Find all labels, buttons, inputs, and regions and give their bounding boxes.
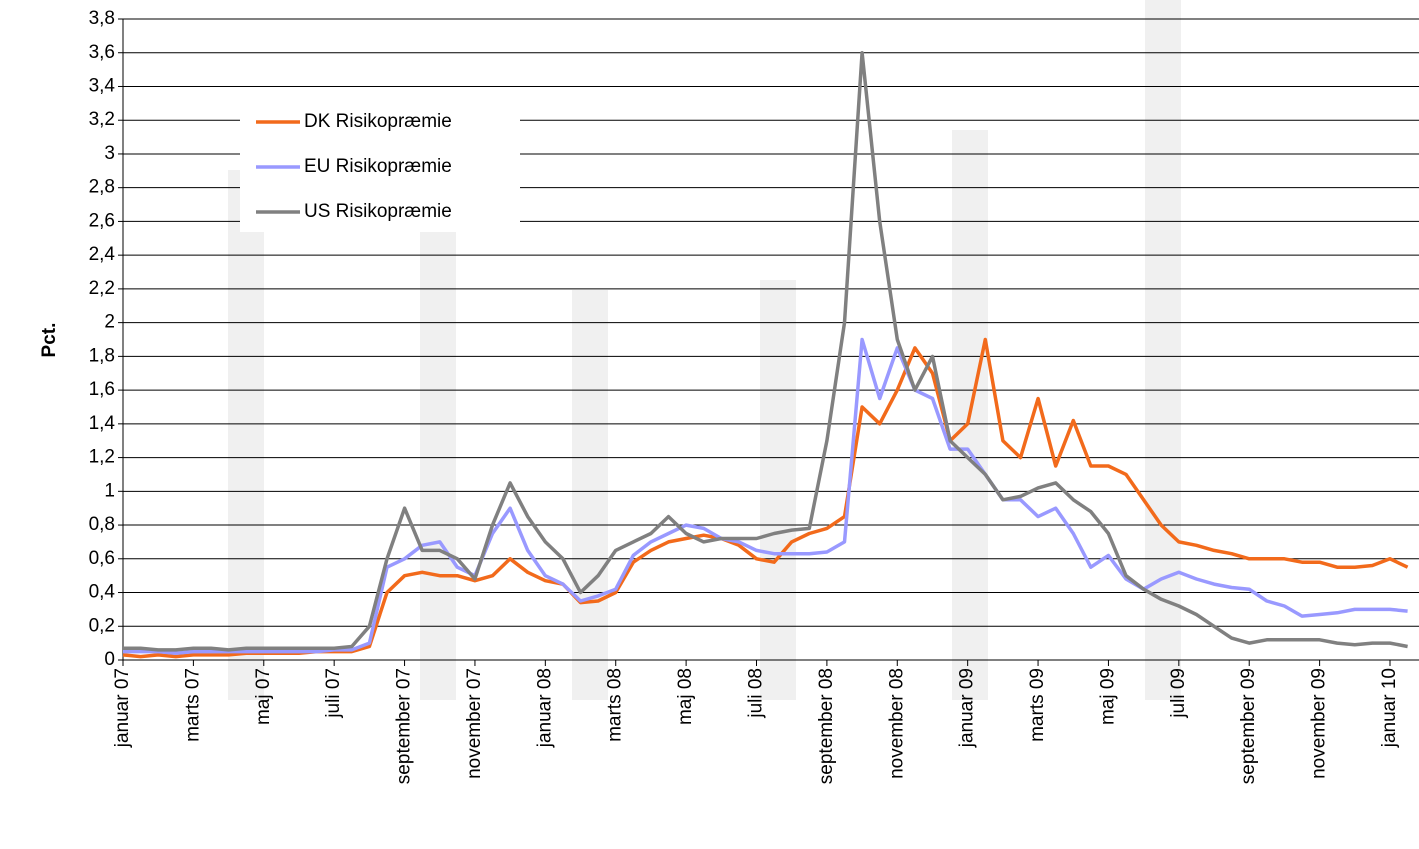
- x-tick-label: maj 08: [675, 668, 696, 725]
- y-tick-label: 1,2: [89, 447, 115, 468]
- x-tick-label: juli 07: [323, 668, 344, 719]
- y-tick-label: 0,6: [89, 548, 115, 569]
- x-tick-label: november 07: [464, 668, 485, 779]
- x-tick-label: maj 07: [253, 668, 274, 725]
- y-tick-label: 1: [104, 480, 115, 501]
- x-tick-label: januar 09: [957, 668, 978, 748]
- x-tick-label: marts 07: [182, 668, 203, 742]
- x-tick-label: november 08: [886, 668, 907, 779]
- y-tick-label: 1,6: [89, 379, 115, 400]
- y-tick-label: 0,8: [89, 514, 115, 535]
- x-tick-label: juli 09: [1168, 668, 1189, 719]
- y-tick-label: 2,2: [89, 278, 115, 299]
- legend-label: US Risikopræmie: [304, 201, 452, 222]
- y-tick-label: 0,2: [89, 615, 115, 636]
- y-tick-label: 3: [104, 143, 115, 164]
- x-tick-label: maj 09: [1097, 668, 1118, 725]
- legend-label: EU Risikopræmie: [304, 156, 452, 177]
- y-tick-label: 2,6: [89, 210, 115, 231]
- y-tick-label: 3,6: [89, 42, 115, 63]
- series-line: [123, 337, 1408, 656]
- y-tick-label: 0: [104, 649, 115, 670]
- y-tick-label: 3,4: [89, 75, 116, 96]
- x-tick-label: marts 09: [1027, 668, 1048, 742]
- series-line: [123, 50, 1408, 652]
- legend-label: DK Risikopræmie: [304, 111, 452, 132]
- x-tick-label: september 08: [816, 668, 837, 784]
- x-tick-label: marts 08: [605, 668, 626, 742]
- y-tick-label: 0,4: [89, 582, 116, 603]
- y-tick-label: 1,8: [89, 345, 115, 366]
- y-tick-label: 3,2: [89, 109, 115, 130]
- x-tick-label: juli 08: [746, 668, 767, 719]
- x-tick-label: september 07: [394, 668, 415, 784]
- y-tick-label: 2,4: [89, 244, 116, 265]
- y-tick-label: 3,8: [89, 8, 115, 29]
- x-tick-label: januar 10: [1379, 668, 1400, 748]
- y-tick-label: 2,8: [89, 177, 115, 198]
- x-tick-label: september 09: [1238, 668, 1259, 784]
- x-tick-label: januar 07: [112, 668, 133, 748]
- y-tick-label: 1,4: [89, 413, 116, 434]
- x-tick-label: januar 08: [534, 668, 555, 748]
- y-axis-label: Pct.: [39, 323, 60, 358]
- y-tick-label: 2: [104, 312, 115, 333]
- x-tick-label: november 09: [1309, 668, 1330, 779]
